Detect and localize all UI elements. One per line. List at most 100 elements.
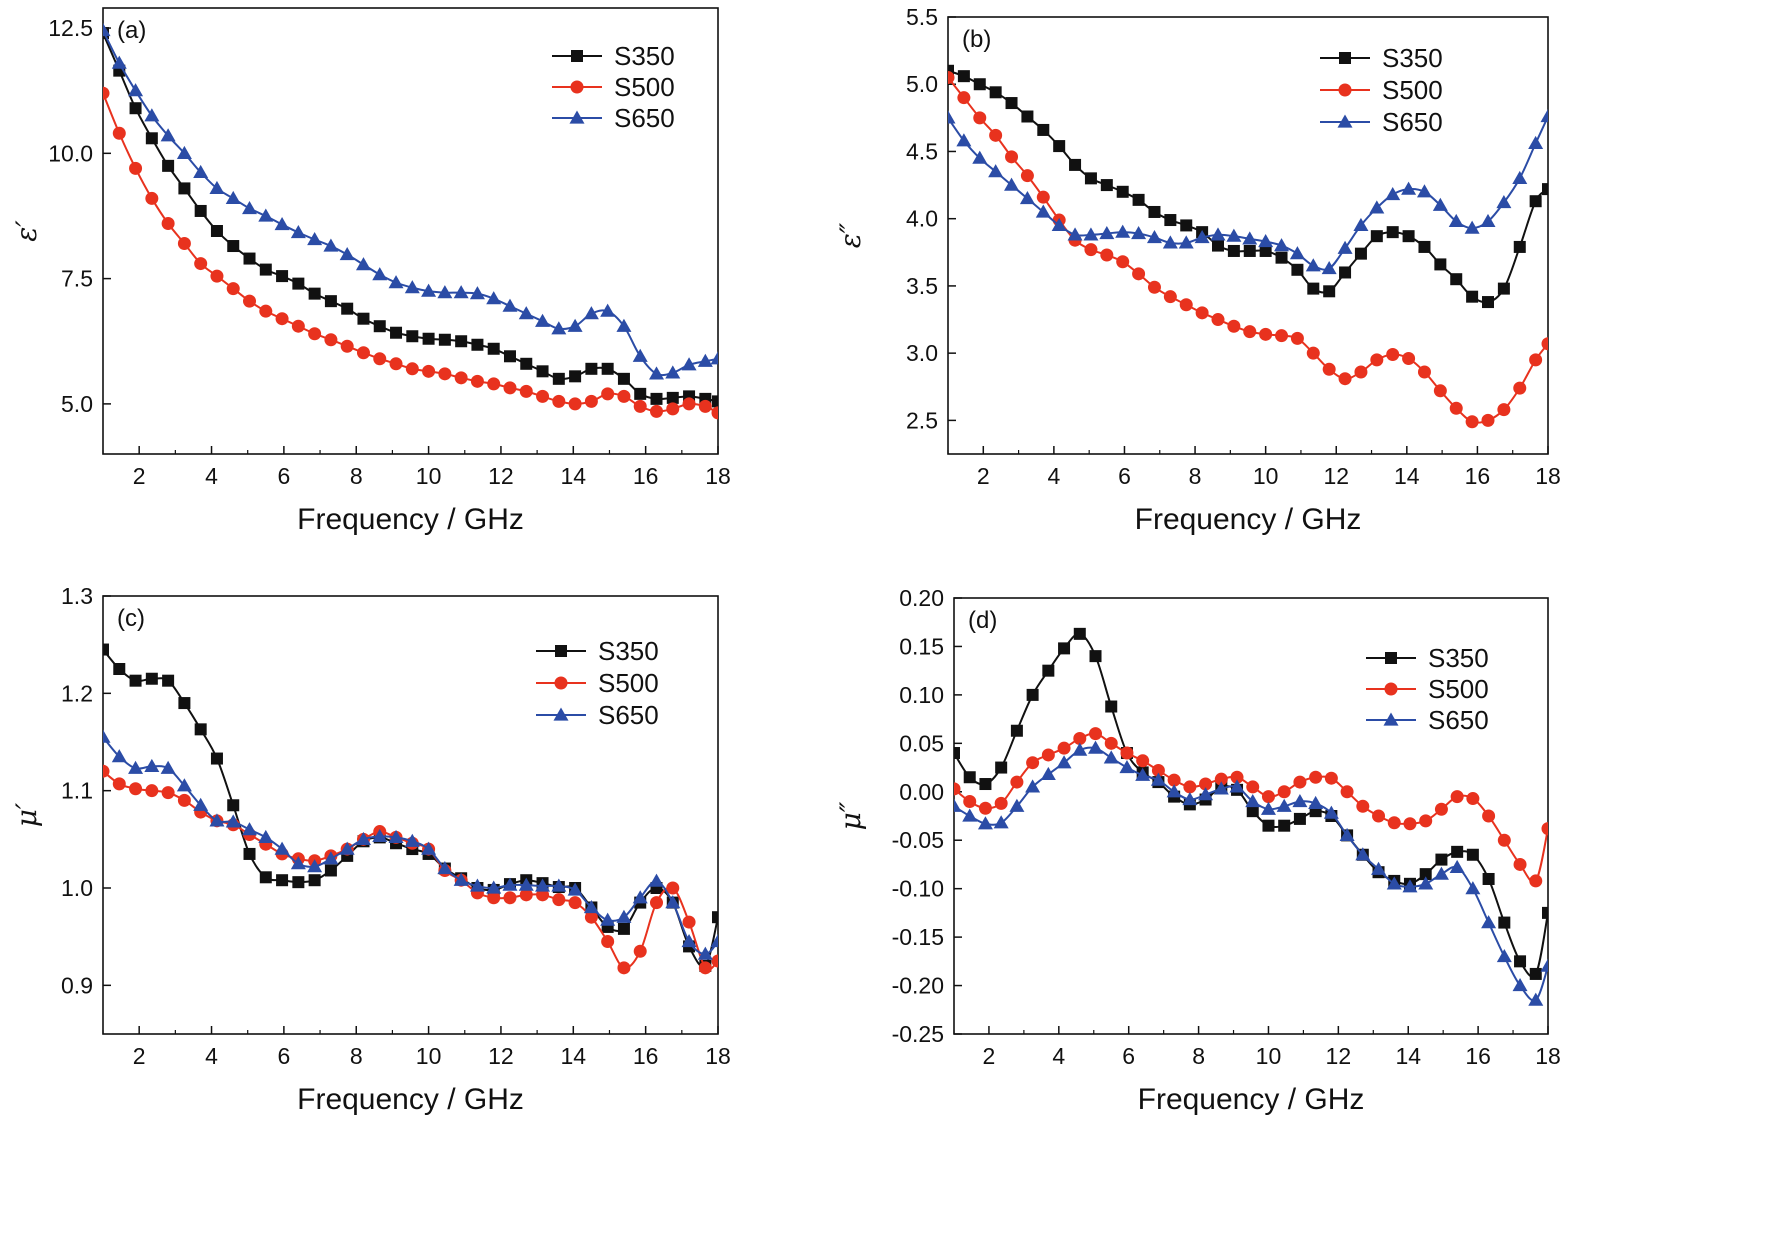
data-point-S350	[1278, 819, 1291, 832]
data-point-S650	[1119, 760, 1135, 774]
data-point-S650	[1449, 859, 1465, 873]
data-point-S500	[1214, 772, 1228, 786]
data-point-S500	[617, 961, 631, 975]
data-point-S500	[1259, 327, 1273, 341]
data-point-S350	[1227, 244, 1240, 257]
data-point-S350	[1243, 244, 1256, 257]
data-point-S650	[323, 238, 339, 252]
data-point-S500	[1372, 809, 1386, 823]
data-point-S350	[601, 362, 614, 375]
data-point-S500	[1227, 319, 1241, 333]
y-tick-label: 5.0	[906, 71, 938, 97]
x-tick-label: 6	[277, 1043, 290, 1069]
data-point-S650	[372, 267, 388, 281]
data-point-S650	[665, 365, 681, 379]
panel-label: (b)	[962, 26, 991, 53]
data-point-S500	[503, 891, 517, 905]
data-point-S500	[552, 893, 566, 907]
data-point-S650	[388, 275, 404, 289]
legend-label-S350: S350	[614, 41, 675, 71]
data-point-S650	[1512, 170, 1528, 184]
data-point-S500	[1402, 352, 1416, 366]
data-point-S650	[486, 880, 502, 894]
data-point-S650	[1465, 881, 1481, 895]
data-point-S350	[1058, 642, 1071, 655]
data-point-S500	[259, 304, 273, 318]
data-point-S500	[487, 891, 501, 905]
data-point-S650	[600, 303, 616, 317]
data-point-S500	[1529, 874, 1543, 888]
data-point-S500	[291, 319, 305, 333]
data-point-S650	[1496, 195, 1512, 209]
data-point-S650	[1371, 861, 1387, 875]
data-point-S650	[1051, 217, 1067, 232]
panel-label: (c)	[117, 605, 145, 632]
data-point-S500	[682, 915, 696, 929]
data-point-S500	[1354, 365, 1368, 379]
data-point-S500	[1449, 401, 1463, 415]
data-point-S500	[356, 346, 370, 360]
data-point-S500	[177, 793, 191, 807]
data-point-S650	[1386, 876, 1402, 890]
data-point-S350	[1514, 955, 1527, 968]
data-point-S350	[1291, 263, 1304, 276]
legend-label-S650: S650	[1382, 107, 1443, 137]
data-point-S650	[193, 797, 209, 811]
data-point-S500	[973, 111, 987, 125]
data-point-S350	[292, 277, 305, 290]
data-point-S350	[324, 864, 337, 877]
data-point-S350	[1466, 290, 1479, 303]
legend-marker-S500	[1384, 682, 1398, 696]
y-axis-title: ε′	[10, 220, 43, 242]
data-point-S500	[1309, 770, 1323, 784]
data-point-S500	[1195, 306, 1209, 320]
data-point-S350	[552, 372, 565, 385]
data-point-S500	[1370, 353, 1384, 367]
data-point-S650	[1210, 227, 1226, 241]
data-point-S650	[1131, 225, 1147, 240]
data-point-S650	[1416, 184, 1432, 198]
data-point-S650	[535, 878, 551, 892]
data-point-S350	[712, 911, 718, 924]
x-tick-label: 10	[1256, 1043, 1282, 1069]
x-axis-title: Frequency / GHz	[1138, 1083, 1365, 1116]
y-axis-title: ε″	[834, 222, 867, 248]
data-point-S500	[568, 397, 582, 411]
data-point-S650	[290, 856, 306, 870]
legend-label-S500: S500	[614, 72, 675, 102]
y-tick-label: 0.9	[61, 972, 93, 998]
data-point-S650	[518, 306, 534, 320]
data-point-S500	[711, 406, 718, 420]
data-point-S350	[162, 674, 175, 687]
y-tick-label: 3.5	[906, 273, 938, 299]
data-point-S650	[1135, 767, 1151, 781]
data-point-S650	[1402, 879, 1418, 893]
data-point-S650	[103, 729, 111, 743]
data-point-S650	[1229, 779, 1245, 793]
data-point-S500	[1529, 353, 1543, 367]
data-point-S650	[225, 190, 241, 205]
y-tick-label: 1.0	[61, 875, 93, 901]
y-tick-label: 4.5	[906, 138, 938, 164]
data-point-S350	[455, 335, 468, 348]
data-point-S350	[1010, 724, 1023, 737]
data-point-S500	[103, 86, 110, 100]
data-point-S500	[1084, 243, 1098, 257]
data-point-S350	[1105, 700, 1118, 713]
data-point-S650	[551, 321, 567, 335]
data-point-S650	[1146, 230, 1162, 244]
data-point-S650	[1025, 779, 1041, 793]
panel-label: (d)	[968, 607, 997, 634]
data-point-S500	[1465, 415, 1479, 429]
legend-label-S500: S500	[598, 668, 659, 698]
data-point-S650	[1323, 805, 1339, 819]
data-point-S350	[503, 350, 516, 363]
data-point-S500	[1005, 150, 1019, 164]
data-point-S500	[340, 339, 354, 353]
y-tick-label: 0.10	[899, 682, 944, 708]
data-point-S650	[988, 164, 1004, 178]
data-point-S500	[1246, 780, 1260, 794]
data-point-S650	[404, 280, 420, 294]
